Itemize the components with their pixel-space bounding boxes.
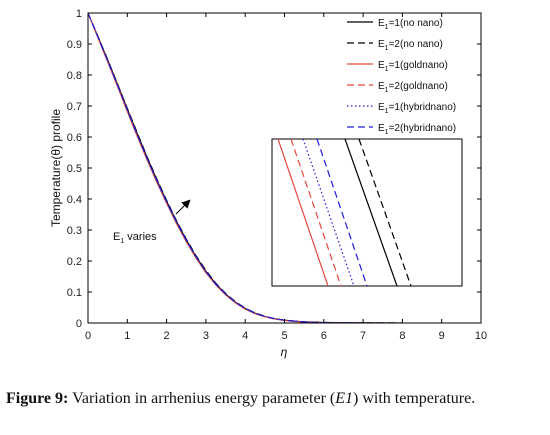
x-axis-label: η bbox=[281, 345, 288, 359]
legend-label: E1=1(hybridnano) bbox=[378, 102, 456, 115]
annotation-text: E1 varies bbox=[113, 231, 157, 245]
x-tick-label: 5 bbox=[281, 330, 287, 342]
caption-param: E1 bbox=[335, 390, 354, 407]
y-tick-label: 0.4 bbox=[67, 194, 82, 206]
x-tick-label: 6 bbox=[321, 330, 327, 342]
legend-label: E1=2(goldnano) bbox=[378, 81, 448, 94]
x-tick-label: 3 bbox=[203, 330, 209, 342]
y-tick-label: 0.8 bbox=[67, 70, 82, 82]
caption-text-before: Variation in arrhenius energy parameter … bbox=[72, 390, 336, 407]
x-tick-label: 9 bbox=[439, 330, 445, 342]
x-tick-label: 1 bbox=[124, 330, 130, 342]
y-tick-label: 0 bbox=[76, 318, 82, 330]
figure-caption: Figure 9: Variation in arrhenius energy … bbox=[6, 388, 546, 409]
y-tick-label: 1 bbox=[76, 8, 82, 20]
annotation-arrow bbox=[175, 199, 191, 215]
chart: 0 1 2 3 4 5 6 7 8 9 10 0 0.1 0.2 0.3 0.4 0.5 0.6 0.7 0.8 0.… bbox=[49, 8, 487, 359]
y-axis-ticks: 0 0.1 0.2 0.3 0.4 0.5 0.6 0.7 0.8 0.9 1 bbox=[67, 8, 481, 330]
legend-label: E1=2(no nano) bbox=[378, 39, 443, 52]
x-tick-label: 0 bbox=[85, 330, 91, 342]
x-tick-label: 7 bbox=[360, 330, 366, 342]
annotation-e1-varies: E1 varies bbox=[113, 199, 191, 245]
y-tick-label: 0.3 bbox=[67, 225, 82, 237]
y-tick-label: 0.6 bbox=[67, 132, 82, 144]
inset-lines bbox=[277, 139, 412, 286]
caption-text-after: ) with temperature. bbox=[353, 390, 476, 407]
x-tick-label: 8 bbox=[399, 330, 405, 342]
y-tick-label: 0.1 bbox=[67, 287, 82, 299]
inset-line-0 bbox=[277, 139, 329, 286]
inset-frame bbox=[271, 138, 463, 287]
inset-plot bbox=[271, 138, 463, 287]
y-tick-label: 0.5 bbox=[67, 163, 82, 175]
plot-frame bbox=[87, 12, 482, 324]
inset-line-5 bbox=[358, 139, 412, 286]
legend-label: E1=2(hybridnano) bbox=[378, 123, 456, 136]
inset-line-1 bbox=[290, 139, 342, 286]
inset-line-3 bbox=[316, 139, 368, 286]
legend-label: E1=1(no nano) bbox=[378, 18, 443, 31]
y-tick-label: 0.2 bbox=[67, 256, 82, 268]
x-tick-label: 2 bbox=[164, 330, 170, 342]
inset-line-4 bbox=[344, 139, 398, 286]
y-tick-label: 0.7 bbox=[67, 101, 82, 113]
x-tick-label: 10 bbox=[475, 330, 487, 342]
legend: E1=1(no nano) E1=2(no nano) E1=1(goldnano)… bbox=[347, 18, 456, 136]
legend-label: E1=1(goldnano) bbox=[378, 60, 448, 73]
y-axis-label: Temperature(θ) profile bbox=[49, 109, 63, 227]
x-tick-label: 4 bbox=[242, 330, 248, 342]
caption-label: Figure 9: bbox=[6, 390, 69, 407]
y-tick-label: 0.9 bbox=[67, 39, 82, 51]
